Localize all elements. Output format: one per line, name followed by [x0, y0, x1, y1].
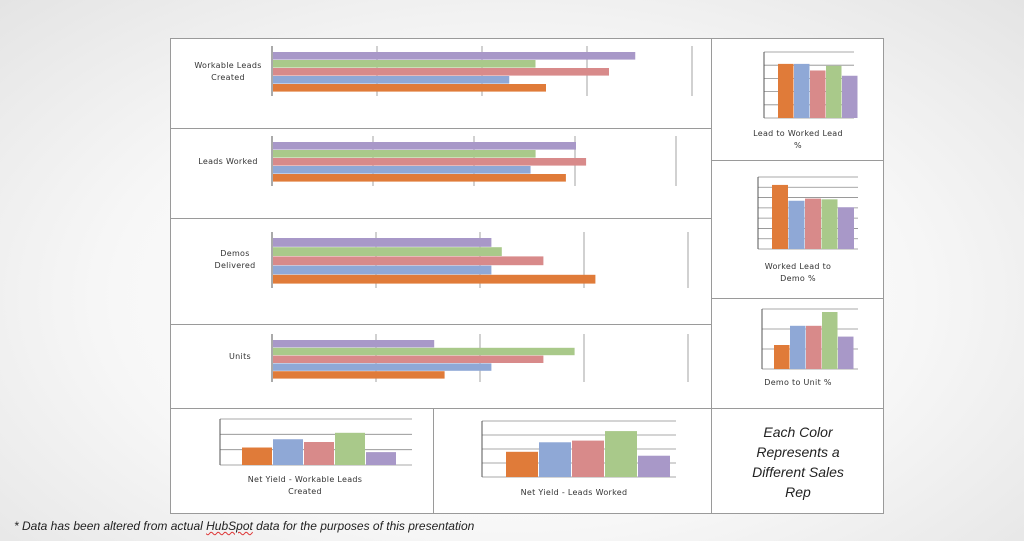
bar-rep-1	[273, 174, 566, 182]
bar-rep-3	[806, 325, 822, 369]
bar-rep-4	[273, 247, 502, 256]
divider	[711, 298, 884, 299]
bar-rep-1	[273, 371, 445, 379]
chart-workable-leads-created: Workable Leads Created	[170, 38, 711, 128]
bar-rep-3	[273, 256, 544, 266]
bar-rep-4	[826, 65, 842, 118]
bar-rep-3	[805, 198, 821, 249]
bar-rep-4	[821, 199, 838, 249]
bar-rep-1	[506, 451, 538, 477]
bar-rep-1	[273, 274, 596, 284]
bar-rep-4	[605, 431, 637, 477]
y-axis-label: Leads Worked	[198, 157, 258, 166]
legend-note-text: Each Color Represents a Different Sales …	[752, 423, 844, 500]
bar-rep-4	[273, 150, 536, 158]
bar-rep-3	[273, 68, 609, 76]
bar-rep-4	[822, 312, 838, 369]
bar-rep-4	[273, 60, 536, 68]
chart-title: Demo to Unit %	[764, 378, 832, 387]
divider	[170, 218, 711, 219]
bar-plot	[271, 46, 693, 96]
chart-title: Net Yield - Workable Leads Created	[247, 475, 363, 496]
bar-plot	[761, 308, 858, 370]
bar-rep-2	[273, 265, 492, 275]
bar-plot	[219, 418, 412, 466]
legend-note: Each Color Represents a Different Sales …	[712, 409, 884, 514]
bar-plot	[757, 176, 858, 250]
bar-plot	[481, 420, 676, 478]
bar-rep-1	[772, 184, 788, 249]
bar-rep-4	[335, 432, 365, 465]
bar-rep-2	[788, 200, 805, 249]
bar-rep-3	[572, 440, 604, 477]
chart-title: Lead to Worked Lead %	[753, 129, 843, 150]
bar-rep-2	[790, 325, 806, 369]
divider	[711, 38, 712, 514]
footnote-brand: HubSpot	[206, 519, 253, 533]
chart-worked-lead-to-demo-pct: Worked Lead to Demo %	[712, 161, 884, 298]
bar-rep-4	[273, 347, 575, 356]
bar-rep-5	[273, 52, 636, 60]
chart-demo-to-unit-pct: Demo to Unit %	[712, 299, 884, 408]
divider	[433, 408, 434, 514]
y-axis-label: Units	[229, 352, 251, 361]
bar-rep-5	[366, 452, 396, 465]
divider	[170, 324, 711, 325]
bar-rep-2	[273, 166, 531, 174]
bar-plot	[763, 51, 858, 119]
bar-rep-2	[273, 363, 492, 371]
bar-rep-2	[794, 63, 810, 118]
chart-net-yield-leads-worked: Net Yield - Leads Worked	[434, 409, 711, 514]
chart-lead-to-worked-lead-pct: Lead to Worked Lead %	[712, 38, 884, 160]
chart-net-yield-workable-leads-created: Net Yield - Workable Leads Created	[170, 409, 433, 514]
bar-rep-5	[838, 207, 854, 249]
bar-plot	[271, 136, 677, 186]
bar-rep-3	[273, 355, 544, 363]
footnote-text-after: data for the purposes of this presentati…	[252, 519, 475, 533]
bar-rep-1	[778, 63, 794, 118]
bar-rep-5	[842, 75, 858, 118]
bar-rep-5	[273, 340, 435, 348]
y-axis-label: Demos Delivered	[214, 249, 256, 270]
chart-demos-delivered: Demos Delivered	[170, 218, 711, 324]
footnote-text-before: * Data has been altered from actual	[14, 519, 207, 533]
bar-rep-1	[242, 447, 272, 465]
bar-rep-2	[273, 439, 303, 465]
bar-rep-2	[273, 76, 510, 84]
bar-rep-5	[638, 455, 670, 477]
bar-rep-3	[273, 158, 587, 166]
bar-rep-1	[273, 84, 546, 92]
chart-units: Units	[170, 324, 711, 408]
bar-rep-3	[810, 70, 826, 118]
bar-rep-3	[304, 442, 334, 465]
bar-plot	[271, 334, 689, 382]
divider	[170, 408, 884, 409]
chart-title: Net Yield - Leads Worked	[520, 488, 628, 497]
bar-plot	[271, 232, 689, 288]
chart-leads-worked: Leads Worked	[170, 128, 711, 218]
bar-rep-5	[273, 142, 576, 150]
footnote: * Data has been altered from actual HubS…	[14, 519, 474, 533]
bar-rep-2	[539, 442, 571, 477]
bar-rep-5	[838, 336, 854, 369]
bar-rep-1	[774, 345, 790, 369]
chart-title: Worked Lead to Demo %	[764, 262, 832, 283]
divider	[170, 128, 711, 129]
y-axis-label: Workable Leads Created	[194, 61, 262, 82]
bar-rep-5	[273, 238, 492, 247]
divider	[711, 160, 884, 161]
